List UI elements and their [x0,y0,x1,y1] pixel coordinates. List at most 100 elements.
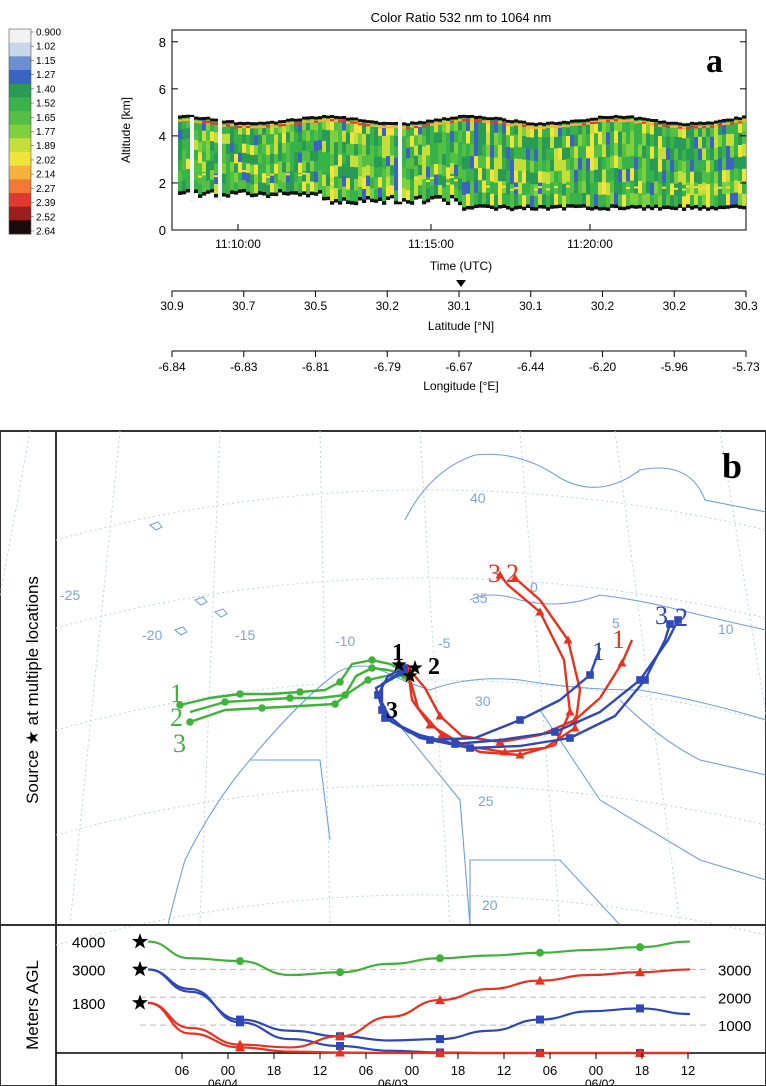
layer-cell [654,157,659,170]
y-tick-label: 6 [159,82,166,97]
layer-streak [538,186,543,189]
layer-cell [690,148,695,161]
layer-cell [198,141,203,153]
layer-top-edge [322,114,327,118]
layer-cell [730,133,735,146]
layer-cell [562,171,567,184]
colorbar-tick-label: 1.15 [36,56,56,67]
layer-cell [354,166,359,179]
layer-cell [670,194,675,207]
layer-cell [442,142,447,155]
layer-cell [342,118,347,131]
layer-top-edge [722,118,727,122]
layer-cell [502,168,507,182]
layer-cell [558,124,563,137]
layer-base-edge [274,192,279,197]
layer-base-edge [238,189,243,193]
layer-top-edge [230,120,235,124]
layer-cell [298,182,303,194]
layer-cell [250,174,255,185]
layer-cell [682,172,687,185]
layer-cell [698,148,703,161]
layer-cell [362,188,367,200]
layer-base-edge [210,189,215,193]
layer-cell [434,184,439,196]
layer-cell [702,136,707,149]
axis-tick-label: 30.5 [304,299,328,313]
layer-cell [442,187,447,199]
layer-cell [478,191,483,205]
layer-cell [674,148,679,161]
longitude-label: 10 [718,621,734,637]
layer-streak [662,186,667,189]
layer-cell [646,145,651,158]
layer-cell [486,192,491,205]
layer-cell [282,181,287,193]
layer-cell [546,136,551,149]
layer-cell [618,156,623,170]
layer-cell [410,190,415,202]
layer-cell [606,119,611,133]
trajectory-red-1-marker [617,658,627,667]
layer-top-band [266,125,271,128]
layer-cell [706,124,711,137]
layer-top-edge [522,120,527,124]
layer-top-band [462,118,467,122]
trajectory-blue-1-marker [516,716,524,724]
layer-top-edge [338,116,343,120]
layer-cell [534,195,539,208]
layer-cell [658,195,663,208]
layer-cell [210,179,215,190]
layer-top-band [402,126,407,129]
layer-cell [430,185,435,197]
layer-top-edge [730,118,735,122]
layer-cell [394,179,399,191]
layer-cell [478,155,483,168]
layer-cell [202,171,207,183]
layer-cell [222,163,227,174]
layer-base-edge [470,206,475,210]
layer-base-edge [502,204,507,209]
trajectory-red-1-marker [435,711,445,720]
layer-cell [502,121,507,134]
layer-top-edge [498,117,503,121]
layer-cell [202,119,207,131]
layer-cell [614,167,619,181]
hour-tick-label: 18 [451,1063,465,1078]
layer-cell [738,156,743,170]
layer-cell [438,121,443,133]
layer-cell [370,123,375,135]
layer-cell [258,162,263,173]
layer-cell [342,141,347,153]
layer-top-edge [238,121,243,125]
level-label: 3000 [72,962,105,979]
layer-cell [618,131,623,145]
layer-cell [530,125,535,138]
layer-top-edge [382,121,387,125]
layer-base-edge [734,204,739,208]
layer-top-edge [686,123,691,127]
layer-cell [486,144,491,157]
layer-cell [446,120,451,133]
layer-base-edge [498,205,503,209]
layer-cell [678,159,683,172]
source-level-star [131,994,149,1010]
layer-base-edge [450,194,455,199]
layer-cell [614,117,619,131]
layer-cell [378,156,383,167]
layer-cell [474,180,479,193]
layer-cell [318,179,323,191]
latitude-axis-label: Latitude [°N] [428,319,494,333]
layer-cell [438,142,443,154]
layer-cell [274,124,279,135]
layer-top-band [502,122,507,125]
layer-cell [226,153,231,165]
layer-cell [390,154,395,166]
layer-top-edge [614,114,619,118]
layer-cell [326,118,331,131]
layer-cell [358,175,363,187]
layer-base-edge [314,192,319,196]
layer-cell [502,156,507,170]
layer-cell [490,156,495,170]
layer-cell [650,182,655,195]
